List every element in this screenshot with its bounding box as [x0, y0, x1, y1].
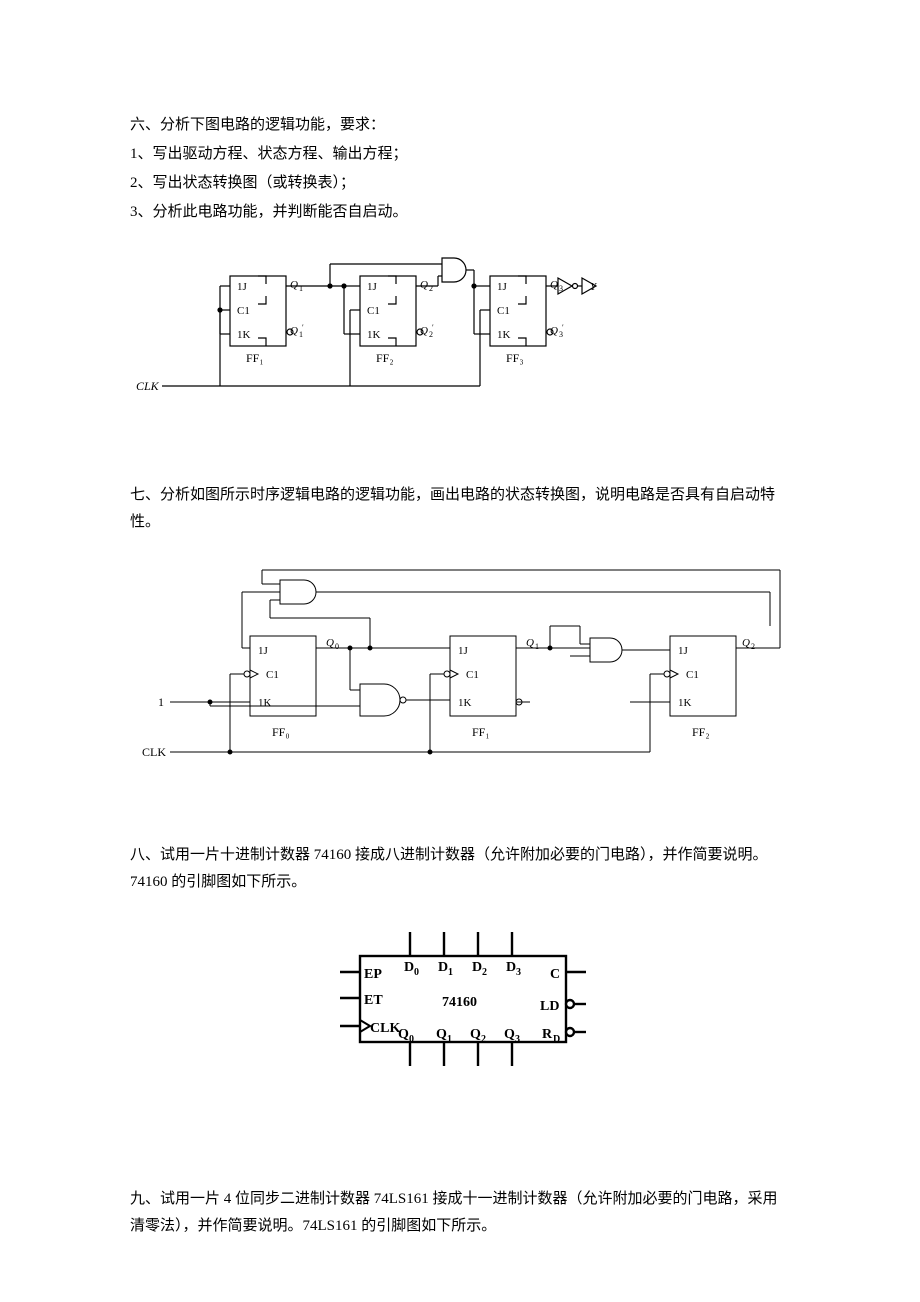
- svg-text:2: 2: [751, 642, 755, 651]
- svg-text:C1: C1: [466, 669, 479, 681]
- svg-text:D: D: [553, 1034, 560, 1045]
- svg-text:CLK: CLK: [370, 1021, 400, 1036]
- q8-text: 八、试用一片十进制计数器 74160 接成八进制计数器（允许附加必要的门电路），…: [130, 842, 790, 896]
- svg-text:3: 3: [516, 967, 521, 978]
- svg-text:′: ′: [562, 323, 564, 332]
- q6-item1: 1、写出驱动方程、状态方程、输出方程；: [130, 141, 790, 168]
- svg-text:2: 2: [482, 967, 487, 978]
- diagram-q6: 1J C1 1K Q1 Q1′ FF₁ 1J C1 1K Q2 Q2′ FF₂ …: [130, 246, 790, 436]
- svg-text:FF₂: FF₂: [376, 351, 394, 365]
- svg-text:0: 0: [414, 967, 419, 978]
- svg-text:3: 3: [515, 1034, 520, 1045]
- svg-text:ET: ET: [364, 993, 383, 1008]
- svg-text:FF₀: FF₀: [272, 725, 290, 739]
- diagram-q7: 1J C1 1K Q0 FF₀ 1J C1 1K Q1 FF₁ 1J C1 1K…: [130, 556, 790, 796]
- svg-text:Q: Q: [420, 325, 428, 337]
- svg-text:1J: 1J: [497, 281, 508, 293]
- q9-text: 九、试用一片 4 位同步二进制计数器 74LS161 接成十一进制计数器（允许附…: [130, 1186, 790, 1240]
- svg-text:Y: Y: [590, 281, 598, 293]
- svg-text:1K: 1K: [237, 329, 251, 341]
- diagram-q8: D0 D1 D2 D3 Q0 Q1 Q2 Q3 EP ET CLK C LD R…: [130, 916, 790, 1096]
- svg-text:FF₁: FF₁: [246, 351, 264, 365]
- svg-text:Q: Q: [504, 1027, 515, 1042]
- svg-text:Q: Q: [436, 1027, 447, 1042]
- svg-text:′: ′: [432, 323, 434, 332]
- chip-label: 74160: [442, 995, 477, 1010]
- svg-text:CLK: CLK: [136, 379, 160, 393]
- svg-text:D: D: [404, 960, 414, 975]
- q6-heading: 六、分析下图电路的逻辑功能，要求：: [130, 112, 790, 139]
- svg-text:Q: Q: [470, 1027, 481, 1042]
- svg-text:1J: 1J: [458, 645, 469, 657]
- q7-text: 七、分析如图所示时序逻辑电路的逻辑功能，画出电路的状态转换图，说明电路是否具有自…: [130, 482, 790, 536]
- q6-item3: 3、分析此电路功能，并判断能否自启动。: [130, 199, 790, 226]
- svg-text:1: 1: [299, 284, 303, 293]
- svg-text:1J: 1J: [678, 645, 689, 657]
- svg-text:FF₃: FF₃: [506, 351, 524, 365]
- svg-text:2: 2: [481, 1034, 486, 1045]
- svg-text:C1: C1: [237, 305, 250, 317]
- svg-text:1K: 1K: [678, 697, 692, 709]
- svg-text:′: ′: [302, 323, 304, 332]
- svg-text:Q: Q: [550, 325, 558, 337]
- svg-text:Q: Q: [326, 637, 334, 649]
- svg-text:0: 0: [409, 1034, 414, 1045]
- svg-text:FF₂: FF₂: [692, 725, 710, 739]
- svg-text:C1: C1: [686, 669, 699, 681]
- svg-text:Q: Q: [526, 637, 534, 649]
- svg-text:1K: 1K: [497, 329, 511, 341]
- svg-text:EP: EP: [364, 967, 382, 982]
- svg-text:D: D: [438, 960, 448, 975]
- svg-text:Q: Q: [742, 637, 750, 649]
- svg-text:2: 2: [429, 284, 433, 293]
- svg-text:Q: Q: [290, 279, 298, 291]
- svg-text:FF₁: FF₁: [472, 725, 490, 739]
- svg-text:1: 1: [448, 967, 453, 978]
- svg-text:Q: Q: [290, 325, 298, 337]
- svg-text:Q: Q: [420, 279, 428, 291]
- svg-text:1K: 1K: [458, 697, 472, 709]
- svg-text:1: 1: [447, 1034, 452, 1045]
- svg-text:D: D: [506, 960, 516, 975]
- svg-text:C1: C1: [367, 305, 380, 317]
- q6-item2: 2、写出状态转换图（或转换表）；: [130, 170, 790, 197]
- svg-text:R: R: [542, 1027, 553, 1042]
- svg-text:1: 1: [535, 642, 539, 651]
- svg-text:1K: 1K: [367, 329, 381, 341]
- svg-text:C1: C1: [266, 669, 279, 681]
- svg-text:1K: 1K: [258, 697, 272, 709]
- svg-text:C1: C1: [497, 305, 510, 317]
- svg-text:1: 1: [158, 695, 164, 709]
- svg-text:1J: 1J: [367, 281, 378, 293]
- svg-text:1J: 1J: [258, 645, 269, 657]
- svg-text:Q: Q: [550, 279, 558, 291]
- svg-text:D: D: [472, 960, 482, 975]
- svg-text:LD: LD: [540, 999, 559, 1014]
- svg-text:0: 0: [335, 642, 339, 651]
- svg-text:C: C: [550, 967, 560, 982]
- svg-text:CLK: CLK: [142, 745, 166, 759]
- svg-text:1J: 1J: [237, 281, 248, 293]
